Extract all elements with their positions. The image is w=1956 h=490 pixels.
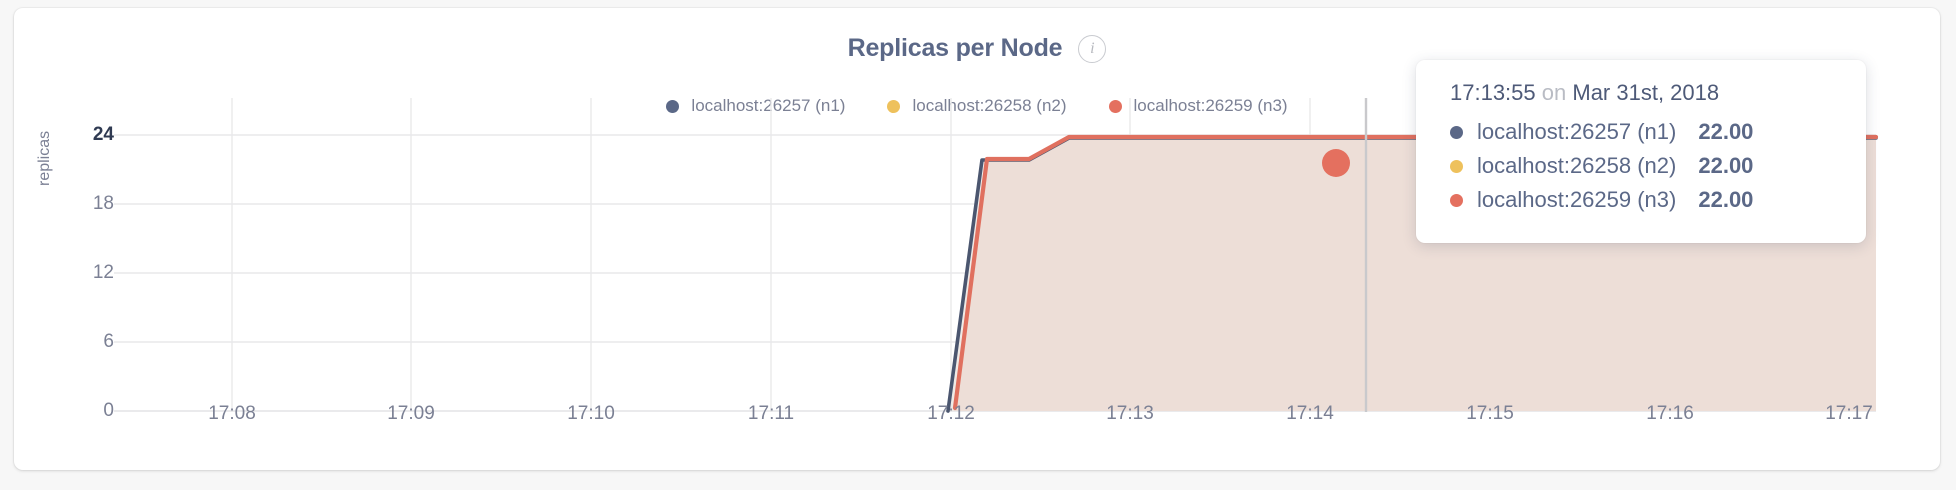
tooltip-on-word: on (1541, 80, 1567, 105)
x-tick-label: 17:13 (1106, 403, 1154, 424)
tooltip-dot-icon (1450, 193, 1463, 207)
legend-item-label: localhost:26259 (n3) (1133, 96, 1288, 115)
hover-point-marker[interactable] (1322, 149, 1350, 177)
y-tick-label: 18 (92, 193, 114, 214)
tooltip-row-label: localhost:26259 (n3) (1477, 187, 1677, 212)
legend-dot-icon (1108, 99, 1122, 113)
info-icon[interactable]: i (1078, 34, 1107, 63)
legend-item[interactable]: localhost:26257 (n1) (666, 96, 845, 116)
tooltip-row-value: 22.00 (1698, 187, 1754, 212)
tooltip-timestamp: 17:13:55 on Mar 31st, 2018 (1450, 80, 1832, 106)
legend-item[interactable]: localhost:26259 (n3) (1108, 96, 1288, 116)
tooltip-time: 17:13:55 (1450, 80, 1536, 105)
tooltip-row: localhost:26258 (n2) 22.00 (1450, 153, 1832, 179)
chart-card: Replicas per Node i localhost:26257 (n1)… (14, 8, 1940, 470)
x-tick-label: 17:08 (208, 403, 256, 424)
x-tick-label: 17:09 (387, 403, 435, 424)
tooltip-row: localhost:26259 (n3) 22.00 (1450, 187, 1832, 213)
y-tick-label: 12 (92, 262, 114, 283)
x-tick-label: 17:11 (747, 403, 795, 424)
legend-dot-icon (666, 99, 680, 113)
y-tick-label: 0 (103, 400, 114, 421)
y-tick-label: 6 (103, 331, 114, 352)
legend-item[interactable]: localhost:26258 (n2) (887, 96, 1067, 116)
page-title: Replicas per Node (847, 34, 1063, 62)
tooltip-row: localhost:26257 (n1) 22.00 (1450, 119, 1832, 145)
chart-tooltip: 17:13:55 on Mar 31st, 2018 localhost:262… (1416, 60, 1866, 243)
x-tick-label: 17:10 (567, 403, 615, 424)
legend-item-label: localhost:26258 (n2) (912, 96, 1067, 115)
y-tick-label: 24 (92, 124, 114, 145)
legend-item-label: localhost:26257 (n1) (691, 96, 846, 115)
tooltip-date: Mar 31st, 2018 (1572, 80, 1720, 105)
legend-dot-icon (887, 99, 901, 113)
tooltip-row-label: localhost:26258 (n2) (1477, 153, 1677, 178)
x-tick-label: 17:15 (1466, 403, 1514, 424)
x-tick-label: 17:12 (927, 403, 975, 424)
x-tick-label: 17:14 (1286, 403, 1334, 424)
tooltip-row-label: localhost:26257 (n1) (1477, 119, 1677, 144)
tooltip-dot-icon (1450, 159, 1463, 173)
tooltip-dot-icon (1450, 125, 1463, 139)
y-axis-ticks: 24 18 12 6 0 (42, 8, 114, 470)
tooltip-row-value: 22.00 (1698, 119, 1754, 144)
chart-header: Replicas per Node i (14, 34, 1940, 63)
x-tick-label: 17:17 (1825, 403, 1873, 424)
x-tick-label: 17:16 (1646, 403, 1694, 424)
tooltip-row-value: 22.00 (1698, 153, 1754, 178)
